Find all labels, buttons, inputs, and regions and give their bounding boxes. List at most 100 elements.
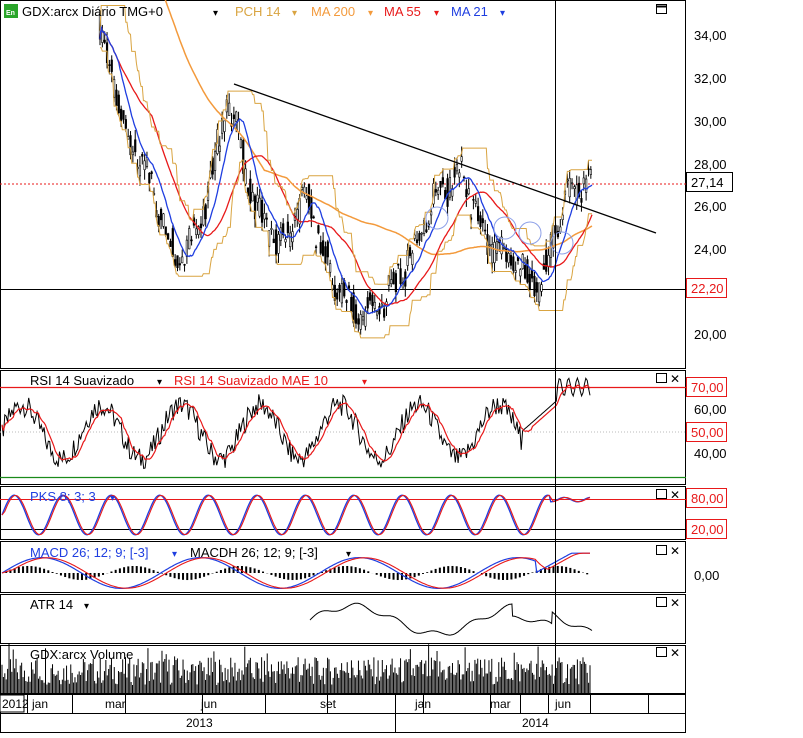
close-pks-icon[interactable]: ✕ <box>670 488 680 502</box>
rsi-panel[interactable] <box>0 370 686 485</box>
candle-body <box>169 240 172 247</box>
candle-body <box>279 227 282 241</box>
rsi-mae-label[interactable]: RSI 14 Suavizado MAE 10 <box>174 373 328 388</box>
macd-label[interactable]: MACD 26; 12; 9; [-3] <box>30 545 149 560</box>
candle-body <box>430 211 433 216</box>
close-volume-icon[interactable]: ✕ <box>670 646 680 660</box>
candle-body <box>481 218 484 224</box>
candle-body <box>148 172 151 184</box>
maximize-macd-icon[interactable] <box>656 545 667 555</box>
macd-dropdown-icon[interactable]: ▾ <box>172 549 177 560</box>
candle-body <box>545 249 548 272</box>
atr-panel[interactable] <box>0 594 686 644</box>
pch-dropdown-icon[interactable]: ▾ <box>292 8 297 19</box>
ma55-label[interactable]: MA 55 <box>384 4 421 19</box>
candle-body <box>117 94 120 114</box>
candle-body <box>129 135 132 156</box>
current-price-badge <box>686 172 733 192</box>
ma21-dropdown-icon[interactable]: ▾ <box>500 8 505 19</box>
candle-body <box>322 240 325 256</box>
candle-body <box>573 186 576 190</box>
candle-body <box>258 197 261 217</box>
candle-body <box>340 283 343 304</box>
pch-label[interactable]: PCH 14 <box>235 4 281 19</box>
ma55-dropdown-icon[interactable]: ▾ <box>434 8 439 19</box>
pattern-circle <box>493 216 517 240</box>
candle-body <box>138 165 142 177</box>
candle-body <box>531 270 534 279</box>
macdh-label[interactable]: MACDH 26; 12; 9; [-3] <box>190 545 318 560</box>
indicator-series <box>0 376 686 693</box>
candle-body <box>181 256 184 264</box>
ma200-dropdown-icon[interactable]: ▾ <box>368 8 373 19</box>
maximize-rsi-icon[interactable] <box>656 373 667 383</box>
macd-panel[interactable] <box>0 541 686 593</box>
price-tick: 26,00 <box>694 199 727 214</box>
candle-body <box>272 238 275 244</box>
close-macd-icon[interactable]: ✕ <box>670 544 680 558</box>
time-label-month: mar <box>105 697 126 711</box>
candle-body <box>319 242 322 254</box>
candle-body <box>397 263 400 266</box>
svg-text:En: En <box>6 10 15 17</box>
volume-label[interactable]: GDX:arcx Volume <box>30 647 133 662</box>
close-rsi-icon[interactable]: ✕ <box>670 372 680 386</box>
maximize-price-icon[interactable] <box>656 4 667 14</box>
candle-body <box>103 39 106 43</box>
price-panel[interactable] <box>0 0 686 369</box>
time-label-month: set <box>320 697 337 711</box>
rsi-label[interactable]: RSI 14 Suavizado <box>30 373 134 388</box>
pks-label[interactable]: PKS 8; 3; 3 <box>30 489 96 504</box>
ma200-label[interactable]: MA 200 <box>311 4 355 19</box>
volume-panel[interactable] <box>0 645 686 694</box>
rsi-50-badge <box>686 422 727 442</box>
pattern-circle <box>550 231 574 255</box>
candle-body <box>366 297 369 309</box>
rsi-tick: 60,00 <box>694 402 727 417</box>
candle-body <box>298 197 301 225</box>
candle-body <box>577 182 581 197</box>
candle-body <box>354 304 358 324</box>
candle-body <box>195 228 198 235</box>
time-label-year: 2014 <box>522 716 549 730</box>
candle-body <box>277 234 280 254</box>
candle-body <box>453 167 456 178</box>
price-axis: 34,00 32,00 30,00 28,00 26,00 24,00 20,0… <box>694 28 727 342</box>
pch-upper-line <box>99 5 592 285</box>
atr-dropdown-icon[interactable]: ▾ <box>84 601 89 612</box>
macdh-dropdown-icon[interactable]: ▾ <box>346 549 351 560</box>
ma55-line <box>99 26 593 306</box>
candle-body <box>502 247 506 250</box>
symbol-dropdown-icon[interactable]: ▾ <box>213 8 218 19</box>
candle-body <box>514 270 517 273</box>
atr-label[interactable]: ATR 14 <box>30 597 73 612</box>
time-label-year: 2013 <box>186 716 213 730</box>
rsi-dropdown-icon[interactable]: ▾ <box>157 377 162 388</box>
candle-body <box>134 139 137 153</box>
candle-body <box>305 195 308 200</box>
candle-body <box>174 259 177 266</box>
candle-body <box>399 268 402 285</box>
maximize-pks-icon[interactable] <box>656 489 667 499</box>
candle-body <box>275 229 278 257</box>
candle-body <box>425 229 428 233</box>
close-atr-icon[interactable]: ✕ <box>670 596 680 610</box>
maximize-volume-icon[interactable] <box>656 647 667 657</box>
pks-panel[interactable] <box>0 486 686 540</box>
ma21-label[interactable]: MA 21 <box>451 4 488 19</box>
candle-body <box>265 217 268 220</box>
time-label-year-start: 2012 <box>2 697 29 711</box>
symbol-title[interactable]: GDX:arcx Diário TMG+0 <box>22 4 163 19</box>
candle-body <box>411 252 414 265</box>
rsi-mae-dropdown-icon[interactable]: ▾ <box>362 377 367 388</box>
candle-body <box>439 180 442 188</box>
rsi-mae-line <box>1 384 591 462</box>
candle-body <box>533 275 536 297</box>
pks-dropdown-icon[interactable]: ▾ <box>110 493 115 504</box>
price-tick: 34,00 <box>694 28 727 43</box>
maximize-atr-icon[interactable] <box>656 597 667 607</box>
candle-body <box>284 238 287 243</box>
pks-80-value: 80,00 <box>691 491 724 506</box>
